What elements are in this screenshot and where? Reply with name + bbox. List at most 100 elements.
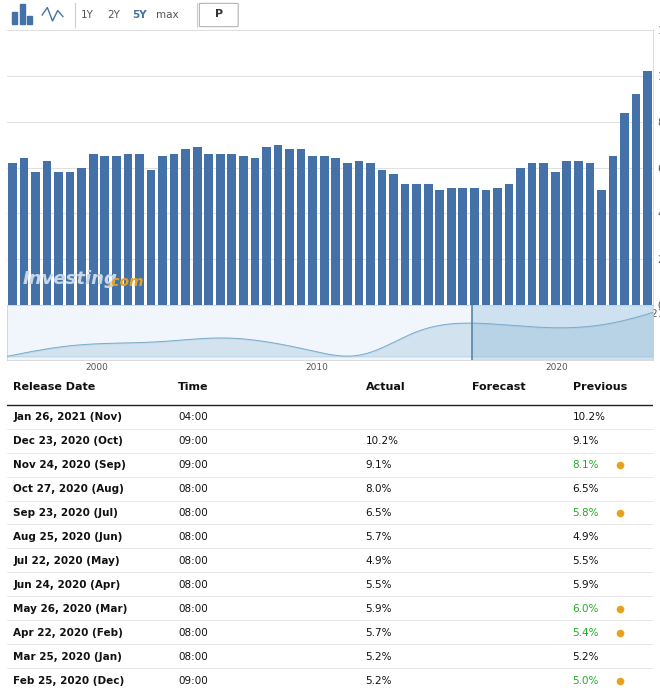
Text: 2Y: 2Y <box>107 10 119 20</box>
Bar <box>123 154 132 305</box>
Bar <box>620 113 629 305</box>
Text: 08:00: 08:00 <box>178 652 208 662</box>
Bar <box>147 170 155 305</box>
Bar <box>20 5 24 24</box>
Text: 5Y: 5Y <box>132 10 147 20</box>
Bar <box>597 190 606 305</box>
Bar <box>112 156 121 305</box>
Bar <box>354 161 363 305</box>
Bar <box>8 163 16 305</box>
Bar <box>331 158 340 305</box>
Bar <box>644 71 652 305</box>
Text: 04:00: 04:00 <box>178 412 208 422</box>
Bar <box>424 183 432 305</box>
Text: 08:00: 08:00 <box>178 580 208 590</box>
Text: 4.9%: 4.9% <box>572 532 599 542</box>
Text: 5.5%: 5.5% <box>572 556 599 566</box>
Text: 08:00: 08:00 <box>178 532 208 542</box>
Text: 08:00: 08:00 <box>178 628 208 637</box>
Bar <box>100 156 109 305</box>
Bar <box>66 172 75 305</box>
Bar <box>473 305 653 360</box>
Bar <box>562 161 571 305</box>
Text: 08:00: 08:00 <box>178 508 208 518</box>
Text: May 26, 2020 (Mar): May 26, 2020 (Mar) <box>13 603 127 614</box>
Text: 5.7%: 5.7% <box>366 628 392 637</box>
Text: Jul 22, 2020 (May): Jul 22, 2020 (May) <box>13 556 119 566</box>
FancyBboxPatch shape <box>199 3 238 27</box>
Text: 09:00: 09:00 <box>178 460 208 470</box>
Bar <box>551 172 560 305</box>
Text: Oct 27, 2020 (Aug): Oct 27, 2020 (Aug) <box>13 484 124 494</box>
Bar <box>516 167 525 305</box>
Bar <box>574 161 583 305</box>
Bar <box>389 174 398 305</box>
Text: 1Y: 1Y <box>81 10 94 20</box>
Bar <box>158 156 167 305</box>
Bar <box>539 163 548 305</box>
Bar <box>447 188 455 305</box>
Text: 5.9%: 5.9% <box>366 603 392 614</box>
Bar <box>43 161 51 305</box>
Text: 5.8%: 5.8% <box>572 508 599 518</box>
Bar <box>412 183 421 305</box>
Bar <box>31 172 40 305</box>
Bar <box>205 154 213 305</box>
Text: Mar 25, 2020 (Jan): Mar 25, 2020 (Jan) <box>13 652 122 662</box>
Text: Forecast: Forecast <box>473 383 526 392</box>
Bar <box>182 149 190 305</box>
Bar <box>401 183 409 305</box>
Bar <box>77 167 86 305</box>
Text: 4.9%: 4.9% <box>366 556 392 566</box>
Text: max: max <box>156 10 178 20</box>
Text: 10.2%: 10.2% <box>572 412 606 422</box>
Bar <box>528 163 537 305</box>
Bar <box>27 16 32 24</box>
Bar <box>366 163 375 305</box>
Text: 09:00: 09:00 <box>178 436 208 446</box>
Bar <box>89 154 98 305</box>
Bar <box>135 154 144 305</box>
Text: 5.7%: 5.7% <box>366 532 392 542</box>
Bar <box>274 145 282 305</box>
Bar <box>632 94 640 305</box>
Text: 5.2%: 5.2% <box>572 652 599 662</box>
Bar <box>20 158 28 305</box>
Bar <box>459 188 467 305</box>
Text: Dec 23, 2020 (Oct): Dec 23, 2020 (Oct) <box>13 436 123 446</box>
Text: Actual: Actual <box>366 383 405 392</box>
Text: Aug 25, 2020 (Jun): Aug 25, 2020 (Jun) <box>13 532 123 542</box>
Text: Feb 25, 2020 (Dec): Feb 25, 2020 (Dec) <box>13 675 124 686</box>
Text: .com: .com <box>107 275 145 289</box>
Bar <box>285 149 294 305</box>
Text: 9.1%: 9.1% <box>572 436 599 446</box>
Bar <box>493 188 502 305</box>
Text: 5.4%: 5.4% <box>572 628 599 637</box>
Text: 09:00: 09:00 <box>178 675 208 686</box>
Bar <box>170 154 178 305</box>
Bar <box>54 172 63 305</box>
Bar <box>297 149 306 305</box>
Text: Investing: Investing <box>22 271 117 289</box>
Bar <box>320 156 329 305</box>
Text: 08:00: 08:00 <box>178 484 208 494</box>
Text: 8.0%: 8.0% <box>366 484 392 494</box>
Text: 8.1%: 8.1% <box>572 460 599 470</box>
Text: 9.1%: 9.1% <box>366 460 392 470</box>
Text: 6.5%: 6.5% <box>572 484 599 494</box>
Text: Apr 22, 2020 (Feb): Apr 22, 2020 (Feb) <box>13 628 123 637</box>
Text: Nov 24, 2020 (Sep): Nov 24, 2020 (Sep) <box>13 460 126 470</box>
Text: 5.0%: 5.0% <box>572 675 599 686</box>
Text: 6.5%: 6.5% <box>366 508 392 518</box>
Bar <box>585 163 594 305</box>
Bar <box>193 147 201 305</box>
Text: 08:00: 08:00 <box>178 603 208 614</box>
Text: Previous: Previous <box>572 383 627 392</box>
Bar <box>436 190 444 305</box>
Text: Jun 24, 2020 (Apr): Jun 24, 2020 (Apr) <box>13 580 120 590</box>
Text: 6.0%: 6.0% <box>572 603 599 614</box>
Text: Jan 26, 2021 (Nov): Jan 26, 2021 (Nov) <box>13 412 122 422</box>
Bar <box>251 158 259 305</box>
Bar <box>470 188 478 305</box>
Text: Time: Time <box>178 383 209 392</box>
